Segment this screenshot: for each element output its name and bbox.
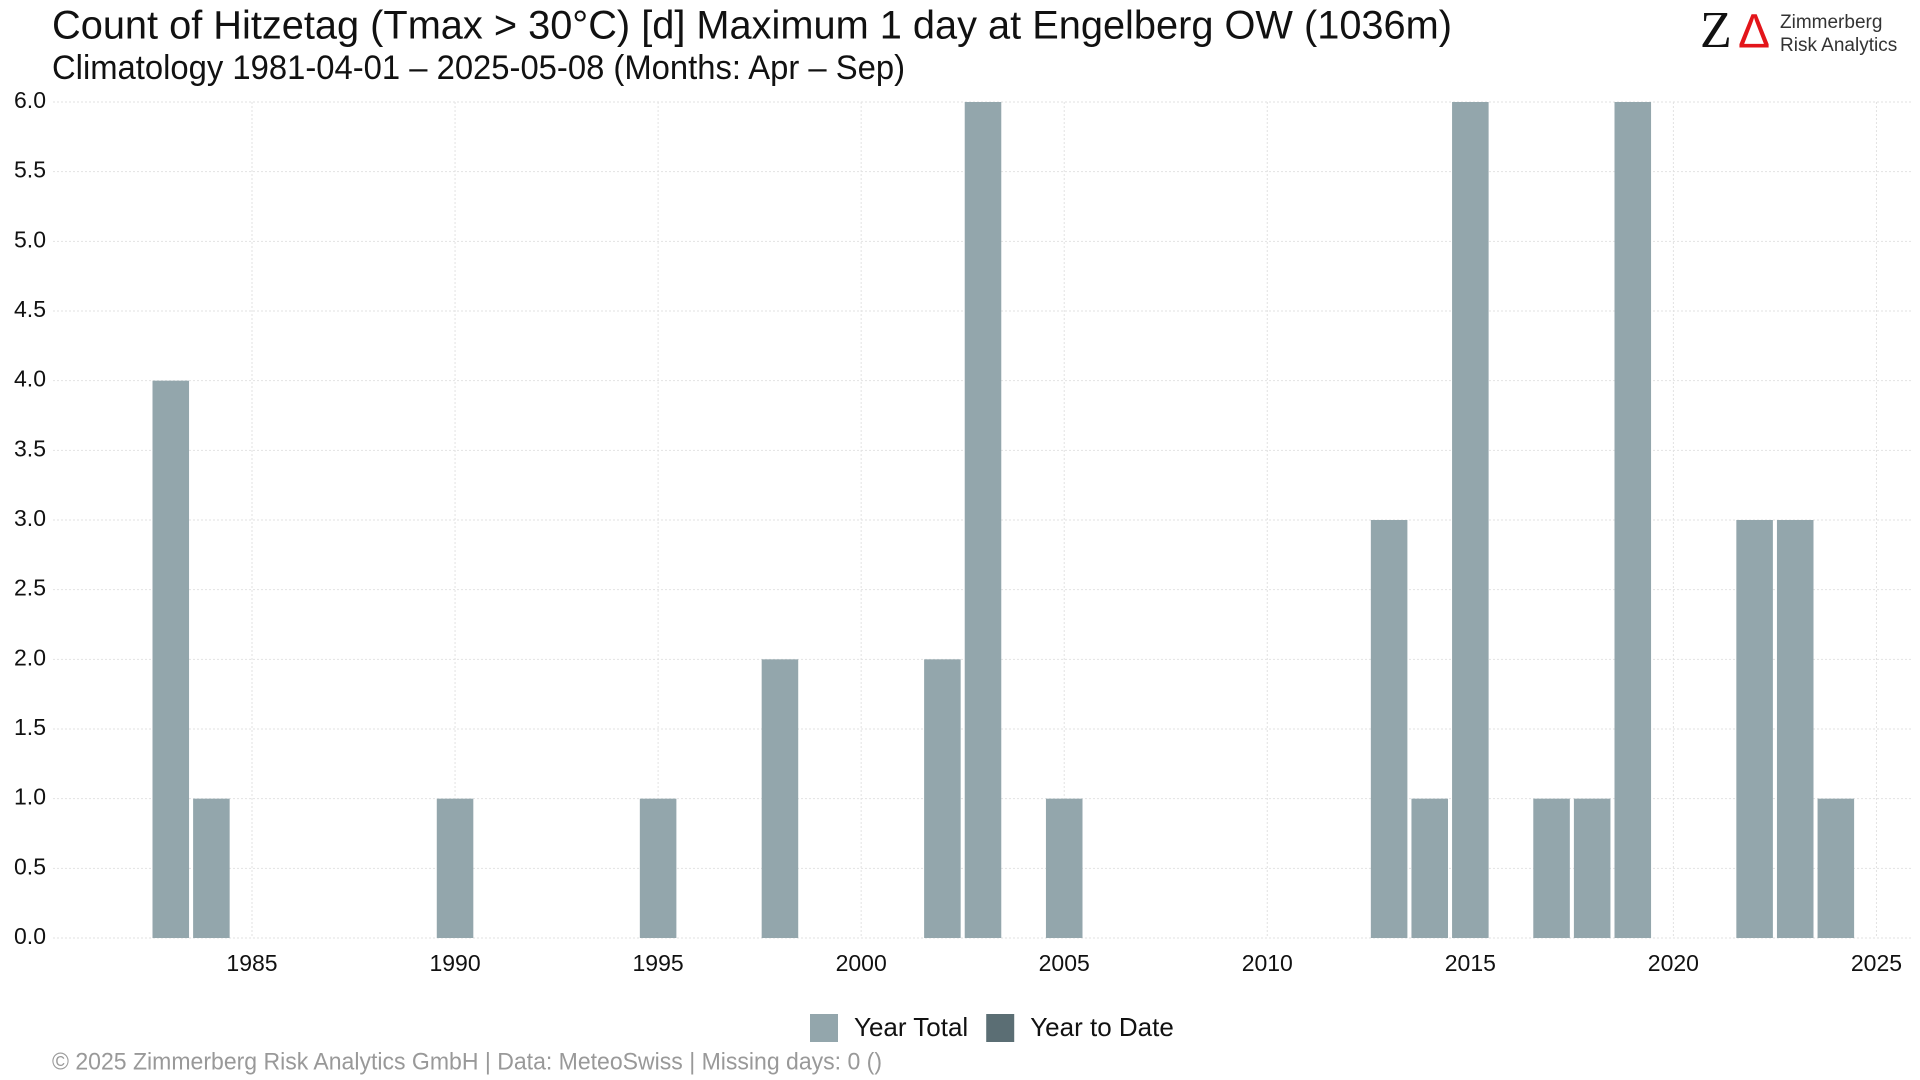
logo-line2: Risk Analytics — [1780, 35, 1897, 56]
legend-swatch — [810, 1014, 838, 1042]
x-tick-label: 1995 — [633, 950, 684, 976]
y-tick-label: 5.0 — [14, 226, 46, 252]
bar — [193, 798, 230, 938]
bar — [1573, 798, 1611, 938]
y-tick-label: 2.0 — [14, 644, 46, 670]
bar — [1370, 520, 1408, 938]
bar — [964, 102, 1002, 938]
bar — [1736, 520, 1773, 938]
chart-title: Count of Hitzetag (Tmax > 30°C) [d] Maxi… — [52, 4, 1452, 48]
y-tick-label: 5.5 — [14, 157, 46, 183]
logo: Z Δ Zimmerberg Risk Analytics — [1700, 2, 1897, 59]
legend-label: Year to Date — [1030, 1012, 1174, 1042]
bar — [924, 659, 961, 938]
y-tick-label: 4.5 — [14, 296, 46, 322]
bar — [1411, 798, 1448, 938]
y-tick-label: 6.0 — [14, 87, 46, 113]
y-tick-label: 3.5 — [14, 435, 46, 461]
x-tick-label: 2000 — [836, 950, 887, 976]
chart-subtitle: Climatology 1981-04-01 – 2025-05-08 (Mon… — [52, 49, 905, 87]
legend-label: Year Total — [854, 1012, 968, 1042]
legend-swatch — [986, 1014, 1015, 1042]
x-tick-label: 2020 — [1648, 950, 1699, 976]
logo-delta: Δ — [1738, 6, 1770, 59]
bar — [1614, 102, 1652, 938]
x-tick-label: 2025 — [1851, 950, 1902, 976]
y-tick-label: 1.0 — [14, 784, 46, 810]
y-tick-label: 1.5 — [14, 714, 46, 740]
bar — [761, 659, 799, 938]
bar — [1533, 798, 1570, 938]
x-tick-label: 2015 — [1445, 950, 1496, 976]
bar — [152, 380, 190, 939]
y-tick-label: 2.5 — [14, 575, 46, 601]
bar — [1817, 798, 1855, 938]
bar — [1452, 102, 1489, 938]
bar — [1776, 520, 1814, 938]
bar — [1045, 798, 1083, 938]
y-tick-label: 3.0 — [14, 505, 46, 531]
x-tick-label: 2010 — [1242, 950, 1293, 976]
y-tick-label: 0.0 — [14, 923, 46, 949]
x-tick-label: 1985 — [226, 950, 277, 976]
logo-line1: Zimmerberg — [1780, 12, 1882, 33]
x-tick-label: 2005 — [1039, 950, 1090, 976]
footer: © 2025 Zimmerberg Risk Analytics GmbH | … — [52, 1048, 882, 1075]
x-tick-label: 1990 — [429, 950, 480, 976]
bar — [436, 798, 474, 938]
y-tick-label: 4.0 — [14, 366, 46, 392]
y-tick-label: 0.5 — [14, 853, 46, 879]
bar — [639, 798, 677, 938]
logo-z: Z — [1700, 2, 1732, 59]
